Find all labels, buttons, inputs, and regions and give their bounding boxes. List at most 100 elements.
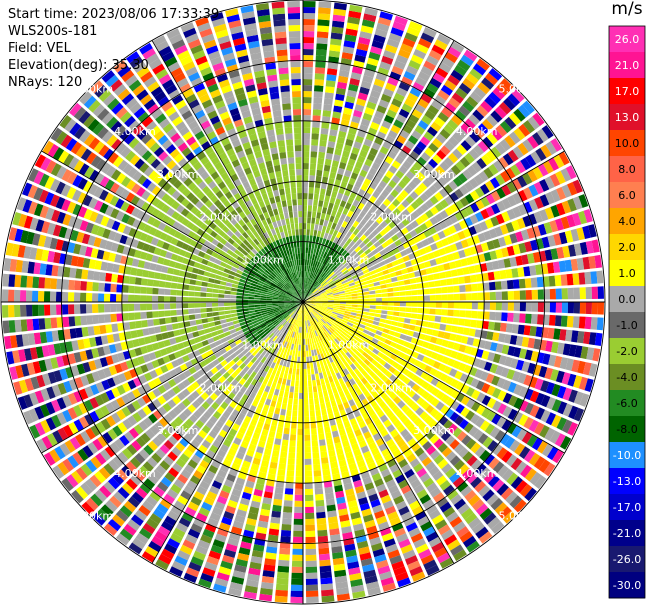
range-gate xyxy=(424,109,436,121)
range-gate xyxy=(357,292,364,296)
range-gate xyxy=(495,365,504,376)
range-gate xyxy=(23,215,33,229)
range-gate xyxy=(110,208,120,219)
range-gate xyxy=(420,167,430,177)
range-gate xyxy=(51,399,61,413)
range-gate xyxy=(67,455,79,469)
range-gate xyxy=(473,144,485,156)
range-gate xyxy=(87,270,95,280)
range-gate xyxy=(574,345,583,358)
range-gate xyxy=(2,320,10,334)
range-gate xyxy=(399,291,406,296)
range-gate xyxy=(201,352,209,360)
range-gate xyxy=(319,310,326,315)
range-gate xyxy=(376,370,384,379)
range-gate xyxy=(486,493,499,506)
range-gate xyxy=(196,377,205,386)
range-gate xyxy=(444,270,452,278)
range-gate xyxy=(366,335,374,341)
range-gate xyxy=(212,302,219,307)
range-gate xyxy=(153,486,165,497)
range-gate xyxy=(322,371,328,379)
range-gate xyxy=(229,270,236,276)
range-gate xyxy=(115,509,129,522)
range-gate xyxy=(298,302,303,308)
range-gate xyxy=(41,221,51,234)
range-gate xyxy=(517,142,529,156)
range-gate xyxy=(257,520,269,529)
range-gate xyxy=(325,253,330,260)
range-gate xyxy=(505,323,513,333)
range-gate xyxy=(533,422,545,435)
range-gate xyxy=(350,468,359,477)
range-gate xyxy=(279,414,285,422)
range-gate xyxy=(332,311,339,315)
range-gate xyxy=(346,183,354,191)
range-gate xyxy=(375,297,382,302)
range-gate xyxy=(324,239,330,246)
range-gate xyxy=(464,275,471,284)
range-gate xyxy=(411,374,420,383)
range-gate xyxy=(305,338,308,345)
range-gate xyxy=(230,309,237,314)
range-gate xyxy=(306,590,319,597)
range-gate xyxy=(307,217,311,224)
range-gate xyxy=(502,406,513,418)
range-gate xyxy=(332,323,338,329)
range-gate xyxy=(325,152,333,160)
range-gate xyxy=(415,407,425,416)
range-gate xyxy=(310,286,314,292)
range-gate xyxy=(268,313,275,317)
range-gate xyxy=(244,523,256,532)
range-gate xyxy=(409,278,417,284)
range-gate xyxy=(151,469,163,480)
range-gate xyxy=(56,397,67,410)
range-gate xyxy=(234,417,243,426)
range-gate xyxy=(385,543,398,554)
range-gate xyxy=(323,274,329,280)
range-gate xyxy=(454,259,463,268)
range-gate xyxy=(578,194,589,208)
range-gate xyxy=(309,398,314,405)
range-gate xyxy=(559,329,567,341)
range-gate xyxy=(322,358,327,366)
range-gate xyxy=(342,354,349,361)
range-gate xyxy=(127,496,140,508)
range-gate xyxy=(153,377,162,387)
range-gate xyxy=(348,567,361,576)
range-gate xyxy=(231,313,238,318)
range-gate xyxy=(307,292,313,298)
range-gate xyxy=(542,314,550,326)
range-gate xyxy=(200,534,213,544)
range-gate xyxy=(330,361,337,369)
range-gate xyxy=(556,246,565,259)
range-gate xyxy=(175,296,183,302)
range-gate xyxy=(327,320,333,325)
range-gate xyxy=(194,449,205,459)
range-gate xyxy=(284,488,294,495)
range-gate xyxy=(443,484,455,496)
range-gate xyxy=(321,595,335,603)
range-gate xyxy=(8,274,16,287)
range-gate xyxy=(267,360,273,367)
range-gate xyxy=(343,284,350,289)
range-gate xyxy=(359,31,372,40)
range-gate xyxy=(104,205,114,217)
range-gate xyxy=(89,211,99,223)
range-gate xyxy=(429,302,437,308)
range-gate xyxy=(392,448,402,458)
range-gate xyxy=(85,222,94,234)
range-gate xyxy=(128,294,135,302)
range-gate xyxy=(449,243,458,252)
range-gate xyxy=(387,229,396,237)
range-gate xyxy=(372,383,380,391)
range-gate xyxy=(304,440,311,447)
range-gate xyxy=(284,354,289,361)
range-gate xyxy=(458,344,467,353)
range-gate xyxy=(458,463,470,475)
range-gate xyxy=(373,281,381,287)
range-gate xyxy=(467,356,476,366)
range-gate xyxy=(52,430,64,444)
range-gate xyxy=(327,307,334,310)
range-gate xyxy=(236,269,243,275)
